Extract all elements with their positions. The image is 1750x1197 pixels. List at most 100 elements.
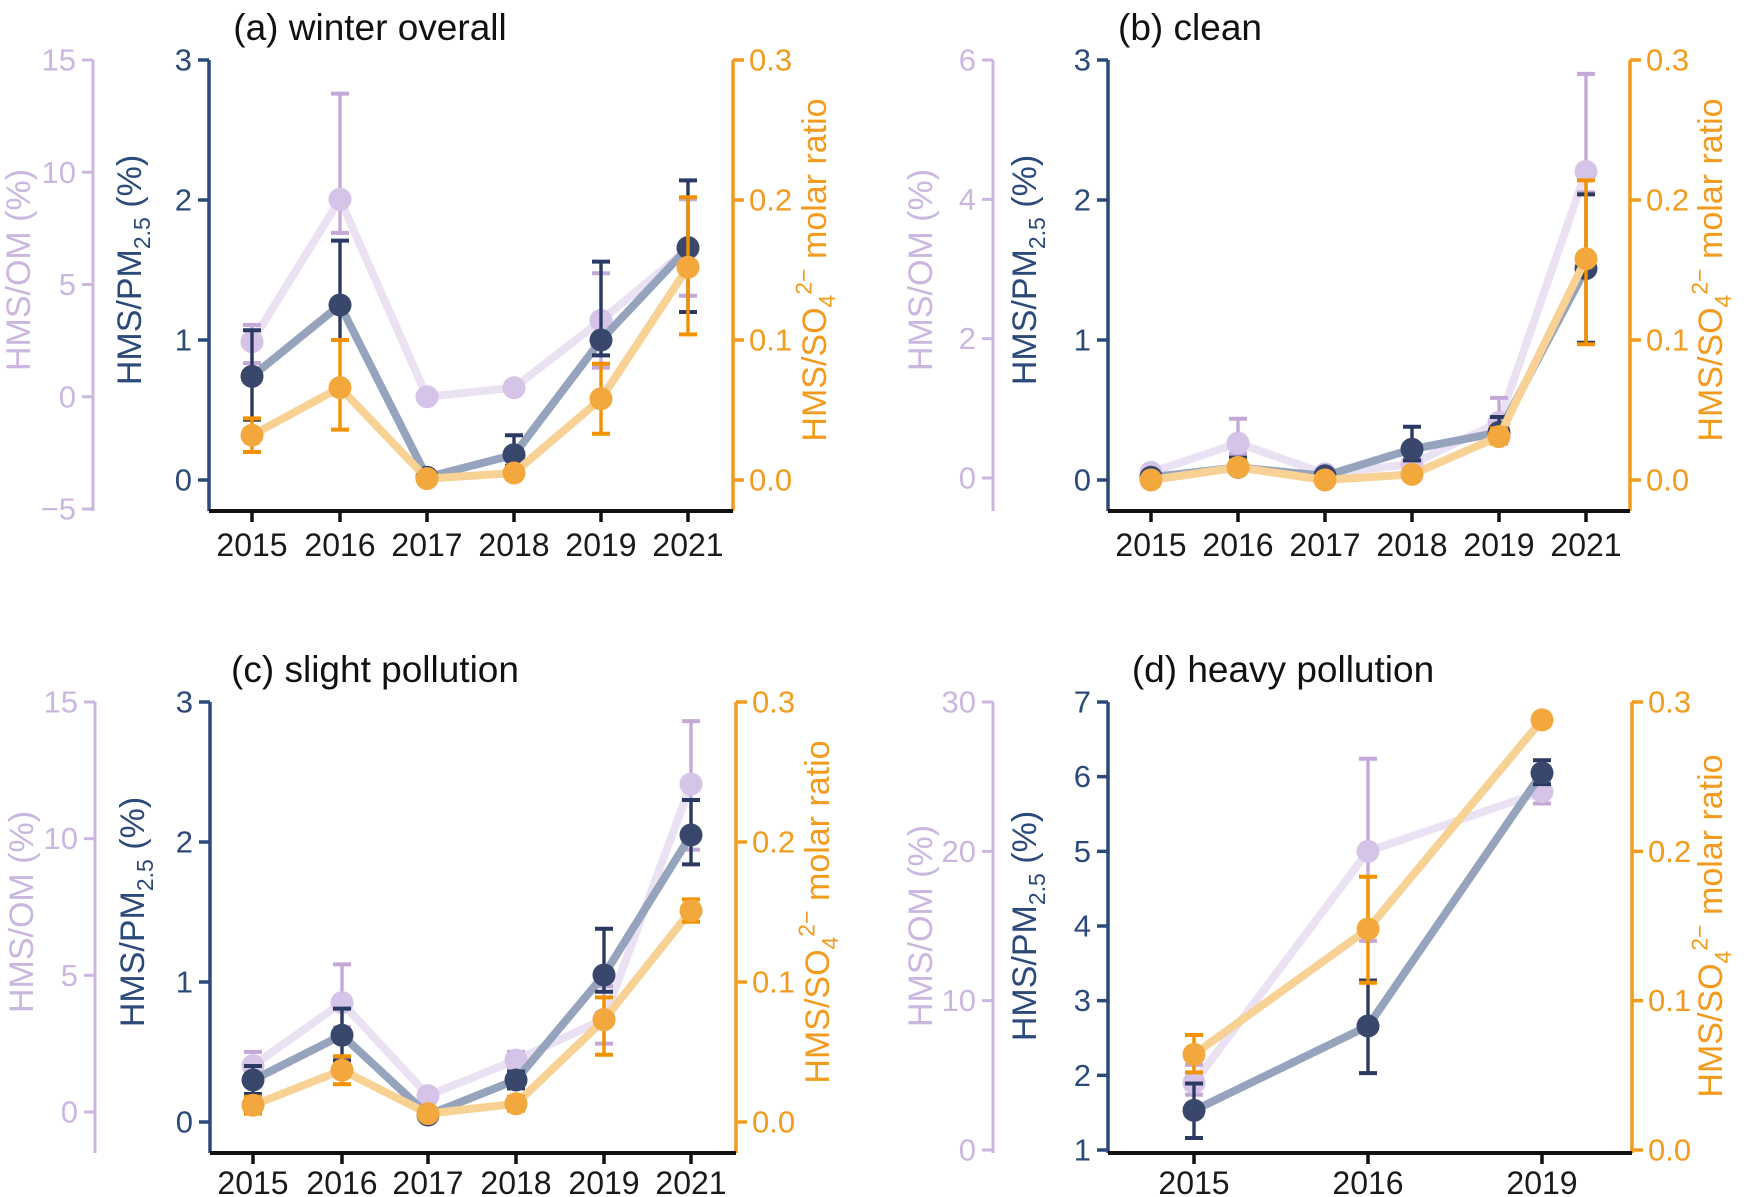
panel-a-series-orange: [240, 195, 700, 491]
x-tick-label: 2016: [306, 1165, 377, 1197]
x-tick-label: 2015: [1115, 527, 1186, 563]
panel-d-axis-hms-om: 30 20 10 0 HMS/OM (%): [902, 685, 995, 1168]
x-tick-label: 2021: [652, 527, 723, 563]
data-point: [240, 364, 264, 388]
data-point: [241, 1093, 265, 1117]
panel-d-x-axis: 2015 2016 2019: [1108, 1151, 1632, 1197]
x-tick-label: 2018: [478, 527, 549, 563]
panel-b-axis-hms-om: 6 4 2 0 HMS/OM (%): [902, 43, 995, 511]
data-point: [240, 423, 264, 447]
tick-label: 0.2: [1646, 183, 1689, 218]
y-axis-label-hms-so4: HMS/SO42− molar ratio: [1687, 754, 1736, 1097]
panel-a-axis-hms-so4: 0.3 0.2 0.1 0.0 HMS/SO42− molar ratio: [731, 43, 840, 511]
panel-c-series-navy: [241, 798, 703, 1127]
tick-label: 0.1: [1648, 983, 1691, 1018]
x-tick-label: 2019: [1506, 1165, 1577, 1197]
tick-label: 0.0: [1646, 463, 1689, 498]
data-point: [504, 1068, 528, 1092]
tick-label: 4: [1074, 909, 1091, 944]
tick-label: 0: [1074, 463, 1091, 498]
x-tick-label: 2015: [217, 1165, 288, 1197]
data-point: [415, 467, 439, 491]
tick-label: 0: [176, 1105, 193, 1140]
data-point: [1356, 1014, 1380, 1038]
panel-c-title: (c) slight pollution: [231, 649, 519, 690]
data-point: [679, 823, 703, 847]
panel-a-axis-hms-om: 15 10 5 0 −5 HMS/OM (%): [0, 43, 95, 527]
data-point: [1487, 425, 1511, 449]
data-point: [328, 376, 352, 400]
data-point: [241, 1068, 265, 1092]
panel-d-axis-hms-pm25: 7 6 5 4 3 2 1 HMS/PM2.5 (%): [1006, 685, 1110, 1168]
panel-c-axis-hms-so4: 0.3 0.2 0.1 0.0 HMS/SO42− molar ratio: [734, 685, 843, 1153]
x-tick-label: 2017: [392, 1165, 463, 1197]
data-point: [1530, 761, 1554, 785]
tick-label: 1: [176, 965, 193, 1000]
y-axis-label-hms-om: HMS/OM (%): [0, 169, 38, 371]
tick-label: 2: [1074, 1058, 1091, 1093]
tick-label: 7: [1074, 685, 1091, 720]
data-point: [330, 1023, 354, 1047]
panel-a-x-axis: 2015 2016 2017 2018 2019 2021: [209, 509, 733, 563]
panel-a-axis-hms-pm25: 3 2 1 0 HMS/PM2.5 (%): [111, 43, 211, 511]
panel-c-axis-hms-pm25: 3 2 1 0 HMS/PM2.5 (%): [114, 685, 212, 1153]
panel-d-title: (d) heavy pollution: [1132, 649, 1434, 690]
data-point: [1574, 247, 1598, 271]
data-point: [1400, 462, 1424, 486]
tick-label: 10: [44, 821, 78, 856]
data-point: [679, 899, 703, 923]
panel-b-title: (b) clean: [1118, 7, 1262, 48]
y-axis-label-hms-so4: HMS/SO42− molar ratio: [791, 98, 840, 441]
tick-label: 15: [42, 43, 76, 78]
x-tick-label: 2015: [1158, 1165, 1229, 1197]
y-axis-label-hms-so4: HMS/SO42− molar ratio: [794, 740, 843, 1083]
tick-label: 20: [942, 834, 976, 869]
data-point: [1139, 468, 1163, 492]
panel-d-series-navy: [1182, 758, 1554, 1141]
x-tick-label: 2021: [655, 1165, 726, 1197]
tick-label: 3: [176, 685, 193, 720]
tick-label: 10: [942, 983, 976, 1018]
x-tick-label: 2019: [565, 527, 636, 563]
y-axis-label-hms-pm25: HMS/PM2.5 (%): [1006, 811, 1050, 1041]
tick-label: 0.1: [752, 965, 795, 1000]
tick-label: 0: [959, 1133, 976, 1168]
tick-label: 0.0: [752, 1105, 795, 1140]
y-axis-label-hms-pm25: HMS/PM2.5 (%): [1006, 155, 1050, 385]
tick-label: 1: [175, 323, 192, 358]
data-point: [328, 187, 352, 211]
y-axis-label-hms-om: HMS/OM (%): [902, 825, 940, 1027]
tick-label: 5: [59, 267, 76, 302]
tick-label: 5: [1074, 834, 1091, 869]
tick-label: 2: [175, 183, 192, 218]
data-point: [1574, 159, 1598, 183]
panel-d: (d) heavy pollution 30 20 10 0 HMS/OM (%) 7 6 5 4…: [902, 649, 1736, 1197]
x-tick-label: 2021: [1550, 527, 1621, 563]
tick-label: 0: [959, 461, 976, 496]
tick-label: 3: [175, 43, 192, 78]
data-point: [416, 1102, 440, 1126]
x-tick-label: 2019: [568, 1165, 639, 1197]
panel-b-axis-hms-so4: 0.3 0.2 0.1 0.0 HMS/SO42− molar ratio: [1628, 43, 1736, 511]
panel-d-axis-hms-so4: 0.3 0.2 0.1 0.0 HMS/SO42− molar ratio: [1630, 685, 1736, 1168]
x-tick-label: 2017: [1289, 527, 1360, 563]
data-point: [1226, 455, 1250, 479]
data-point: [589, 387, 613, 411]
tick-label: 2: [176, 825, 193, 860]
data-point: [504, 1092, 528, 1116]
tick-label: 6: [1074, 759, 1091, 794]
tick-label: 1: [1074, 323, 1091, 358]
tick-label: −5: [41, 492, 76, 527]
tick-label: 30: [942, 685, 976, 720]
panel-d-series-orange: [1182, 708, 1554, 1075]
x-tick-label: 2018: [1376, 527, 1447, 563]
panel-a-title: (a) winter overall: [233, 7, 506, 48]
tick-label: 0: [59, 379, 76, 414]
data-point: [592, 1008, 616, 1032]
tick-label: 3: [1074, 43, 1091, 78]
tick-label: 1: [1074, 1133, 1091, 1168]
tick-label: 0.0: [749, 463, 792, 498]
